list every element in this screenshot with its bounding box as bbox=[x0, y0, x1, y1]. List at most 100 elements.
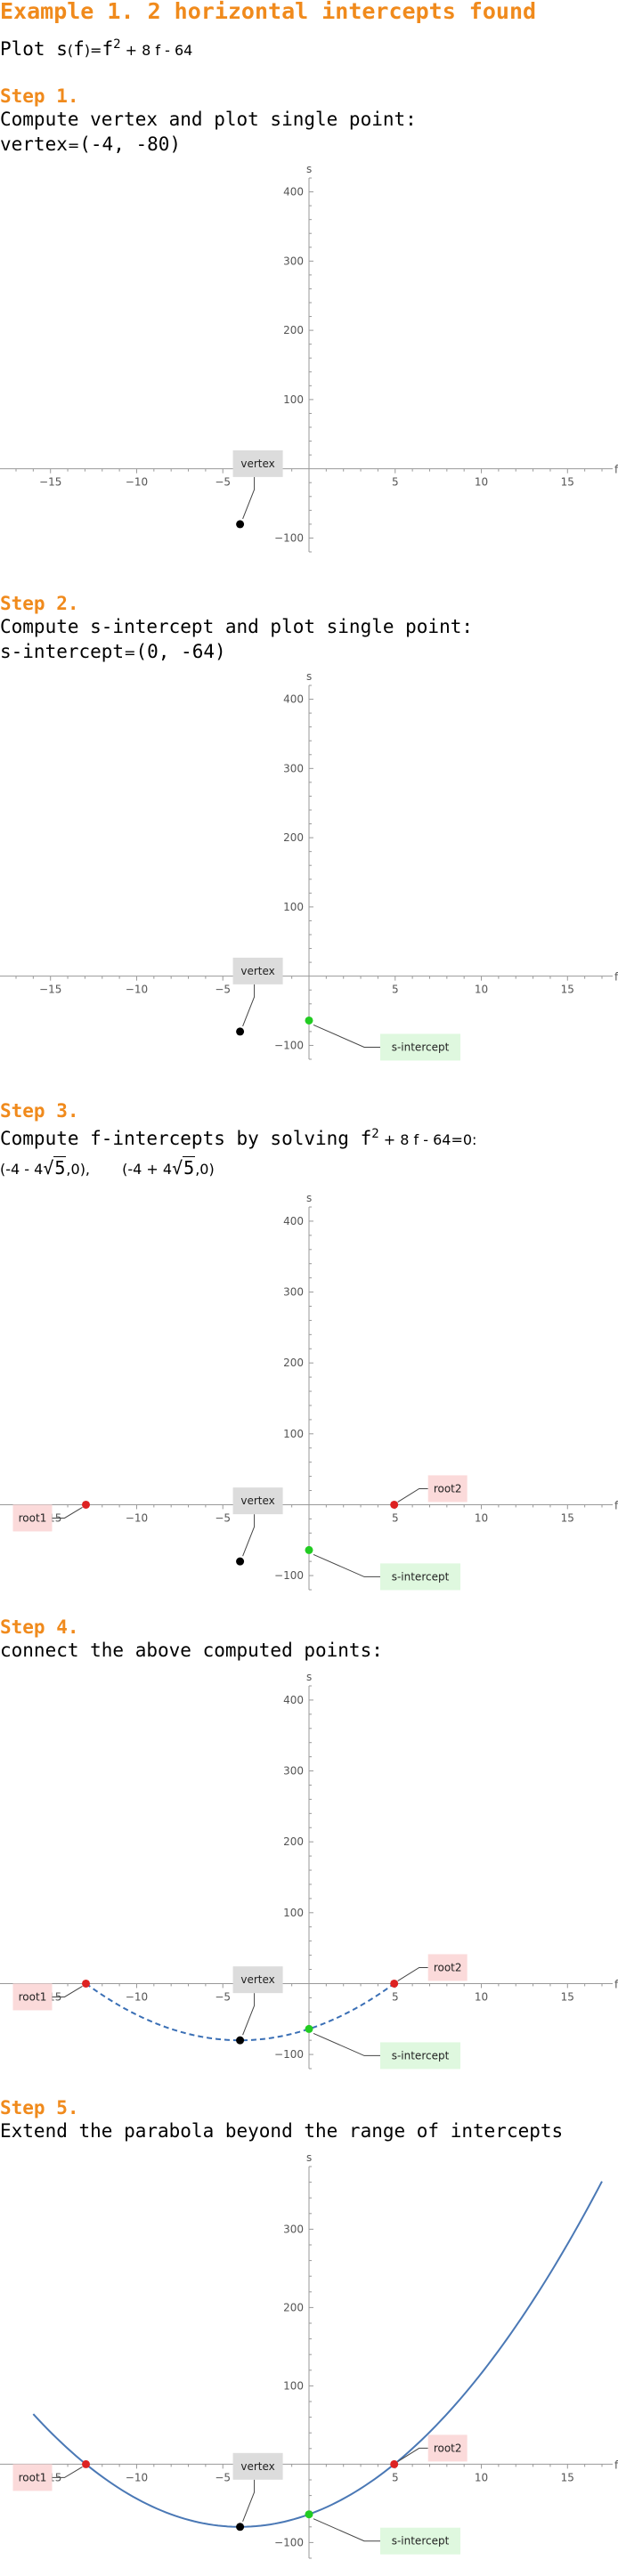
step-5-text: Extend the parabola beyond the range of … bbox=[0, 2120, 564, 2142]
function-definition: Plot s(f)=f2 + 8 f - 64 bbox=[0, 37, 193, 60]
s-intercept-point bbox=[305, 1545, 313, 1554]
s-intercept-point bbox=[305, 2024, 313, 2033]
vertex-label: vertex bbox=[240, 1495, 274, 1507]
root1-label: root1 bbox=[19, 1511, 47, 1524]
vertex-point bbox=[236, 1027, 245, 1036]
s-intercept-label-box bbox=[380, 1033, 460, 1061]
root1-point bbox=[81, 2459, 90, 2468]
vertex-label-box bbox=[232, 1487, 283, 1515]
x-axis-label: f bbox=[614, 1499, 618, 1511]
y-tick-label: 200 bbox=[283, 1357, 304, 1369]
y-axis-label: s bbox=[306, 1192, 312, 1204]
step-3-roots: (-4 - 4√5,0), (-4 + 4√5,0) bbox=[0, 1155, 215, 1182]
root2-label-box bbox=[427, 2434, 468, 2462]
s-intercept-leader-line bbox=[313, 2518, 380, 2542]
step-4-text: connect the above computed points: bbox=[0, 1640, 383, 1661]
x-tick-label: −10 bbox=[126, 984, 148, 996]
x-tick-label: −10 bbox=[126, 1511, 148, 1524]
x-tick-label: 15 bbox=[561, 984, 574, 996]
y-tick-label: −100 bbox=[274, 1039, 304, 1051]
x-axis-label: f bbox=[614, 464, 618, 476]
step-4-label: Step 4. bbox=[0, 1616, 79, 1638]
step-1-label: Step 1. bbox=[0, 85, 79, 107]
x-tick-label: 5 bbox=[392, 984, 399, 996]
y-tick-label: 100 bbox=[283, 1907, 304, 1919]
step-3-text: Compute f-intercepts by solving f2 + 8 f… bbox=[0, 1127, 477, 1149]
y-tick-label: 300 bbox=[283, 1286, 304, 1299]
y-tick-label: 100 bbox=[283, 1428, 304, 1440]
step-5-label: Step 5. bbox=[0, 2097, 79, 2118]
root1-leader-line bbox=[52, 2466, 83, 2478]
x-tick-label: −5 bbox=[215, 2471, 231, 2483]
root2-label: root2 bbox=[434, 1482, 462, 1495]
root1-label: root1 bbox=[19, 2471, 47, 2483]
vertex-point bbox=[236, 520, 245, 529]
s-intercept-point bbox=[305, 1016, 313, 1025]
vertex-point bbox=[236, 2523, 245, 2531]
vertex-leader-line bbox=[242, 1993, 256, 2036]
y-tick-label: −100 bbox=[274, 2536, 304, 2548]
x-tick-label: 10 bbox=[475, 2471, 488, 2483]
x-tick-label: 15 bbox=[561, 1990, 574, 2003]
vertex-label-box bbox=[232, 2452, 283, 2480]
y-tick-label: 300 bbox=[283, 762, 304, 774]
root2-label-box bbox=[427, 1954, 468, 1981]
s-intercept-label: s-intercept bbox=[392, 1041, 450, 1053]
s-intercept-label-box bbox=[380, 2527, 460, 2555]
y-tick-label: 400 bbox=[283, 1694, 304, 1706]
chart-panel-step-2: f s −15 −10 −5 5 10 15 400 300 200 100 −100 vertex s-i… bbox=[0, 670, 618, 1061]
vertex-label-box bbox=[232, 1966, 283, 1994]
y-axis-label: s bbox=[306, 2151, 312, 2164]
y-tick-label: 300 bbox=[283, 2223, 304, 2235]
step-2-result: s-intercept=(0, -64) bbox=[0, 641, 226, 662]
vertex-label: vertex bbox=[240, 1973, 274, 1986]
root2-leader-line bbox=[397, 2447, 428, 2462]
root2-leader-line bbox=[397, 1487, 428, 1503]
y-tick-label: −100 bbox=[274, 2048, 304, 2061]
step-1-text: Compute vertex and plot single point: bbox=[0, 109, 417, 130]
vertex-point bbox=[236, 2036, 245, 2045]
y-tick-label: 400 bbox=[283, 693, 304, 706]
vertex-leader-line bbox=[242, 2479, 256, 2522]
s-intercept-label: s-intercept bbox=[392, 1570, 450, 1583]
root2-point bbox=[390, 1979, 399, 1988]
x-tick-label: −5 bbox=[215, 1511, 231, 1524]
x-tick-label: 10 bbox=[475, 1990, 488, 2003]
y-tick-label: 100 bbox=[283, 393, 304, 406]
y-axis-label: s bbox=[306, 670, 312, 683]
chart-panel-step-1: f s −15 −10 −5 5 10 15 400 300 200 100 −100 vertex bbox=[0, 163, 618, 553]
s-intercept-point bbox=[305, 2510, 313, 2519]
x-tick-label: 5 bbox=[392, 1511, 399, 1524]
s-intercept-leader-line bbox=[313, 1024, 380, 1048]
y-tick-label: 400 bbox=[283, 1215, 304, 1227]
y-tick-label: 400 bbox=[283, 186, 304, 198]
x-tick-label: 15 bbox=[561, 1511, 574, 1524]
root2-expression: (-4 + 4√5,0) bbox=[122, 1156, 215, 1179]
parabola-curve bbox=[32, 2181, 603, 2528]
x-tick-label: −10 bbox=[126, 2471, 148, 2483]
s-intercept-label: s-intercept bbox=[392, 2535, 450, 2548]
root1-expression: (-4 - 4√5,0), bbox=[0, 1156, 91, 1179]
step-1-result: vertex=(-4, -80) bbox=[0, 134, 182, 155]
chart-panel-step-5: fs−15−10−551015300200100−100vertexs-inte… bbox=[0, 2151, 618, 2559]
y-tick-label: 200 bbox=[283, 1835, 304, 1848]
y-tick-label: −100 bbox=[274, 1569, 304, 1582]
x-tick-label: 5 bbox=[392, 1990, 399, 2003]
y-tick-label: 200 bbox=[283, 831, 304, 844]
root1-label-box bbox=[12, 1983, 53, 2011]
root1-point bbox=[81, 1500, 90, 1509]
vertex-point bbox=[236, 1557, 245, 1566]
x-tick-label: 15 bbox=[561, 476, 574, 489]
root1-label-box bbox=[12, 2464, 53, 2491]
vertex-label: vertex bbox=[240, 2460, 274, 2473]
step-3-label: Step 3. bbox=[0, 1100, 79, 1122]
y-tick-label: 200 bbox=[283, 2301, 304, 2313]
root2-label: root2 bbox=[434, 1961, 462, 1973]
x-tick-label: 5 bbox=[392, 2471, 399, 2483]
x-tick-label: 5 bbox=[392, 476, 399, 489]
y-axis-label: s bbox=[306, 1671, 312, 1683]
x-tick-label: 15 bbox=[561, 2471, 574, 2483]
y-tick-label: 300 bbox=[283, 255, 304, 267]
page-title: Example 1. 2 horizontal intercepts found bbox=[0, 0, 537, 24]
x-tick-label: 10 bbox=[475, 984, 488, 996]
